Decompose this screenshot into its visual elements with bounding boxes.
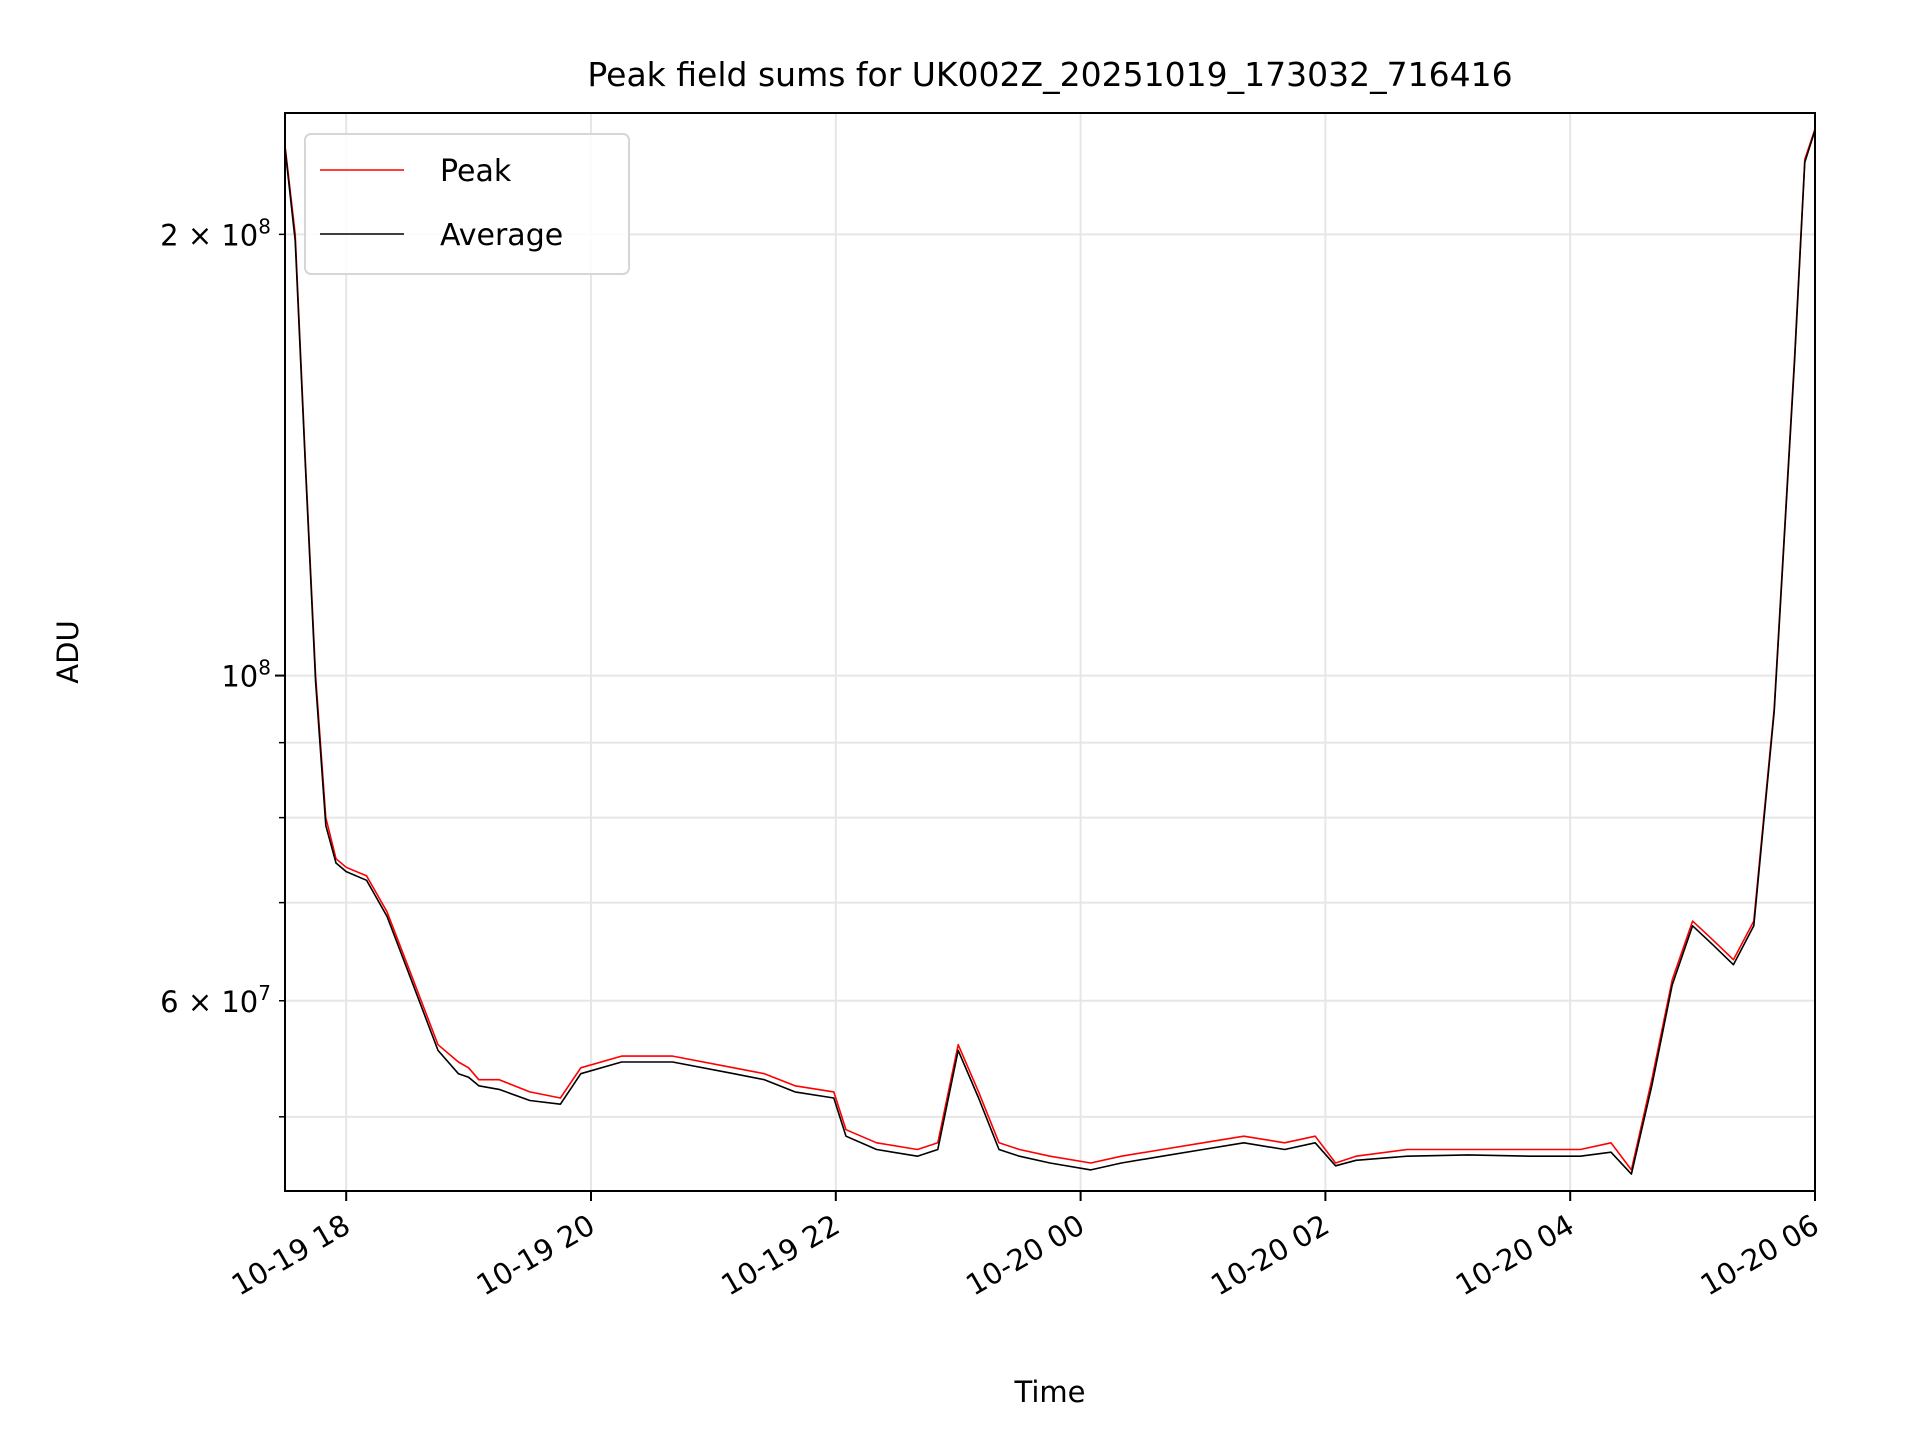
legend-label-peak: Peak [440, 154, 512, 189]
y-axis: 2 × 108 6 × 107 108 [160, 214, 285, 1118]
plot-area [285, 128, 1815, 1175]
x-tick-label: 10-20 06 [1695, 1208, 1825, 1303]
x-axis-label: Time [1014, 1375, 1086, 1409]
legend: Peak Average [304, 133, 630, 275]
x-tick-label: 10-19 18 [226, 1208, 356, 1303]
chart-title: Peak field sums for UK002Z_20251019_1730… [587, 55, 1512, 94]
x-tick-label: 10-20 04 [1450, 1208, 1580, 1303]
legend-box [304, 133, 630, 275]
x-axis: 10-19 18 10-19 20 10-19 22 10-20 00 10-20 02… [226, 1191, 1825, 1302]
y-tick-label: 2 × 108 [160, 214, 271, 252]
x-tick-label: 10-20 02 [1205, 1208, 1335, 1303]
y-tick-label: 108 [221, 656, 271, 694]
plot-frame [284, 112, 1816, 1192]
legend-label-average: Average [440, 218, 563, 253]
x-tick-label: 10-20 00 [960, 1208, 1090, 1303]
y-axis-label: ADU [51, 620, 85, 683]
y-tick-label: 6 × 107 [160, 981, 271, 1019]
x-tick-label: 10-19 22 [715, 1208, 845, 1303]
series-line-average [285, 130, 1815, 1175]
series-line-peak [285, 128, 1815, 1171]
x-tick-label: 10-19 20 [471, 1208, 601, 1303]
